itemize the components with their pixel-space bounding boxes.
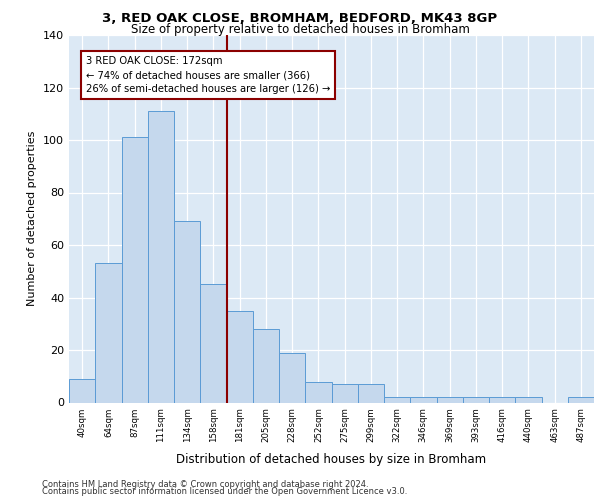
Bar [253,329,279,402]
Bar [279,352,305,403]
Bar [515,397,542,402]
Text: Contains public sector information licensed under the Open Government Licence v3: Contains public sector information licen… [42,487,407,496]
Text: 3 RED OAK CLOSE: 172sqm
← 74% of detached houses are smaller (366)
26% of semi-d: 3 RED OAK CLOSE: 172sqm ← 74% of detache… [86,56,331,94]
Text: Size of property relative to detached houses in Bromham: Size of property relative to detached ho… [131,22,469,36]
Bar [489,397,515,402]
Bar [69,379,95,402]
Bar [148,111,174,403]
Bar [437,397,463,402]
Y-axis label: Number of detached properties: Number of detached properties [28,131,37,306]
Bar [121,138,148,402]
Text: 3, RED OAK CLOSE, BROMHAM, BEDFORD, MK43 8GP: 3, RED OAK CLOSE, BROMHAM, BEDFORD, MK43… [103,12,497,26]
Bar [568,397,594,402]
Bar [410,397,437,402]
Bar [331,384,358,402]
Text: Contains HM Land Registry data © Crown copyright and database right 2024.: Contains HM Land Registry data © Crown c… [42,480,368,489]
Bar [200,284,227,403]
Bar [358,384,384,402]
X-axis label: Distribution of detached houses by size in Bromham: Distribution of detached houses by size … [176,454,487,466]
Bar [463,397,489,402]
Bar [95,264,121,402]
Bar [227,310,253,402]
Bar [174,222,200,402]
Bar [305,382,331,402]
Bar [384,397,410,402]
